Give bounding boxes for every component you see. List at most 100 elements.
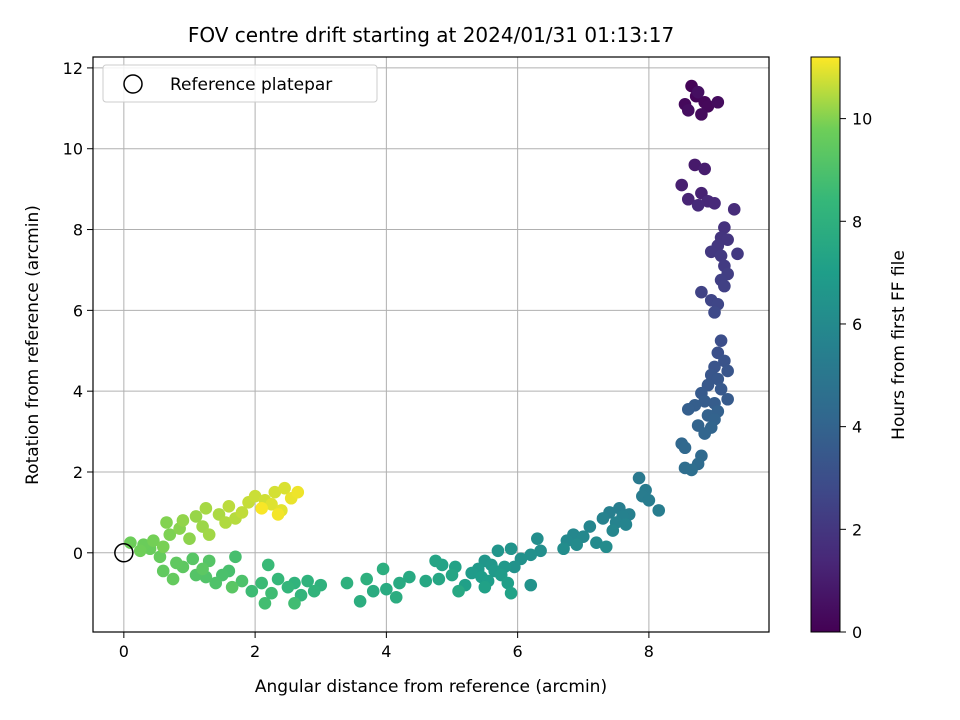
colorbar-tick-label: 0: [852, 623, 862, 642]
colorbar-tick-label: 4: [852, 418, 862, 437]
scatter-point: [652, 504, 666, 517]
x-tick-label: 0: [119, 642, 129, 661]
scatter-point: [718, 354, 731, 368]
x-tick-label: 6: [513, 642, 523, 661]
scatter-point: [685, 463, 698, 477]
scatter-point: [258, 597, 272, 610]
scatter-point: [255, 576, 268, 590]
scatter-point: [261, 558, 275, 572]
colorbar: 0 2 4 6 8 10 Hours from first FF file: [810, 56, 909, 642]
x-tick-label: 2: [250, 642, 260, 661]
scatter-point: [731, 247, 744, 261]
colorbar-ticks: 0 2 4 6 8 10: [840, 110, 872, 642]
scatter-point: [403, 570, 416, 584]
scatter-point: [501, 576, 515, 590]
scatter-point: [307, 584, 321, 598]
scatter-point: [478, 580, 492, 594]
scatter-point: [255, 502, 268, 515]
scatter-point: [133, 544, 147, 558]
scatter-point: [445, 568, 459, 582]
scatter-point: [596, 512, 610, 525]
scatter-point: [452, 584, 465, 598]
scatter-point: [599, 540, 613, 554]
scatter-point: [698, 162, 711, 176]
scatter-point: [301, 574, 314, 588]
scatter-point: [727, 203, 741, 216]
scatter-point: [681, 104, 695, 117]
scatter-point: [389, 590, 403, 604]
legend-box: [102, 64, 378, 103]
scatter-point: [360, 572, 373, 586]
scatter-point: [570, 538, 584, 552]
scatter-point: [711, 372, 725, 386]
scatter-point: [721, 364, 734, 378]
scatter-point: [632, 471, 646, 485]
scatter-point: [704, 245, 718, 259]
scatter-point: [340, 576, 354, 590]
scatter-point: [590, 536, 603, 549]
scatter-point: [202, 528, 216, 541]
x-tick-label: 8: [644, 642, 654, 661]
scatter-point: [432, 572, 446, 586]
y-tick-label: 0: [73, 544, 83, 563]
scatter-point: [163, 528, 177, 541]
scatter-point: [199, 502, 213, 515]
legend-label: Reference platepar: [170, 75, 332, 95]
scatter-point: [531, 532, 544, 545]
scatter-point: [419, 574, 433, 588]
scatter-point: [271, 572, 285, 586]
scatter-point: [681, 192, 695, 206]
y-tick-label: 8: [73, 221, 83, 240]
grid-lines: [93, 57, 769, 632]
scatter-point: [557, 542, 570, 556]
scatter-point: [376, 562, 390, 576]
scatter-point: [491, 544, 505, 558]
scatter-point: [681, 403, 695, 416]
scatter-point: [714, 382, 728, 396]
y-axis-label: Rotation from reference (arcmin): [23, 205, 43, 485]
scatter-point: [248, 489, 262, 503]
scatter-point: [288, 597, 301, 610]
scatter-point: [153, 550, 167, 564]
y-tick-label: 4: [73, 382, 83, 401]
scatter-point: [688, 158, 702, 172]
scatter-point: [583, 520, 597, 533]
scatter-point: [691, 198, 705, 212]
scatter-point: [714, 334, 728, 347]
legend-marker-icon: [123, 74, 143, 94]
scatter-point: [606, 524, 620, 537]
scatter-point: [698, 394, 711, 408]
scatter-point: [265, 498, 278, 511]
scatter-point: [708, 196, 721, 210]
scatter-point: [222, 500, 236, 513]
scatter-point: [534, 544, 547, 558]
scatter-point: [245, 584, 259, 598]
scatter-point: [235, 574, 249, 588]
x-tick-label: 4: [381, 642, 391, 661]
scatter-point: [189, 510, 203, 523]
scatter-point: [718, 221, 731, 234]
scatter-point: [678, 441, 692, 455]
scatter-point: [291, 485, 305, 499]
scatter-point: [718, 279, 731, 293]
y-tick-label: 2: [73, 463, 83, 482]
scatter-point: [156, 540, 170, 554]
y-tick-label: 12: [63, 59, 83, 78]
scatter-point: [353, 594, 367, 608]
scatter-point: [166, 572, 180, 586]
scatter-point: [176, 514, 190, 527]
scatter-point: [711, 95, 725, 109]
scatter-point: [268, 485, 282, 499]
chart-title: FOV centre drift starting at 2024/01/31 …: [188, 23, 674, 47]
scatter-point: [278, 481, 291, 495]
scatter-point: [196, 562, 209, 576]
scatter-point: [229, 550, 242, 564]
scatter-point: [271, 508, 285, 521]
scatter-point: [708, 306, 721, 319]
y-tick-label: 10: [63, 140, 83, 159]
plot-frame: [92, 56, 770, 633]
data-points: [124, 79, 744, 610]
scatter-point: [504, 542, 518, 556]
scatter-point: [219, 516, 232, 529]
